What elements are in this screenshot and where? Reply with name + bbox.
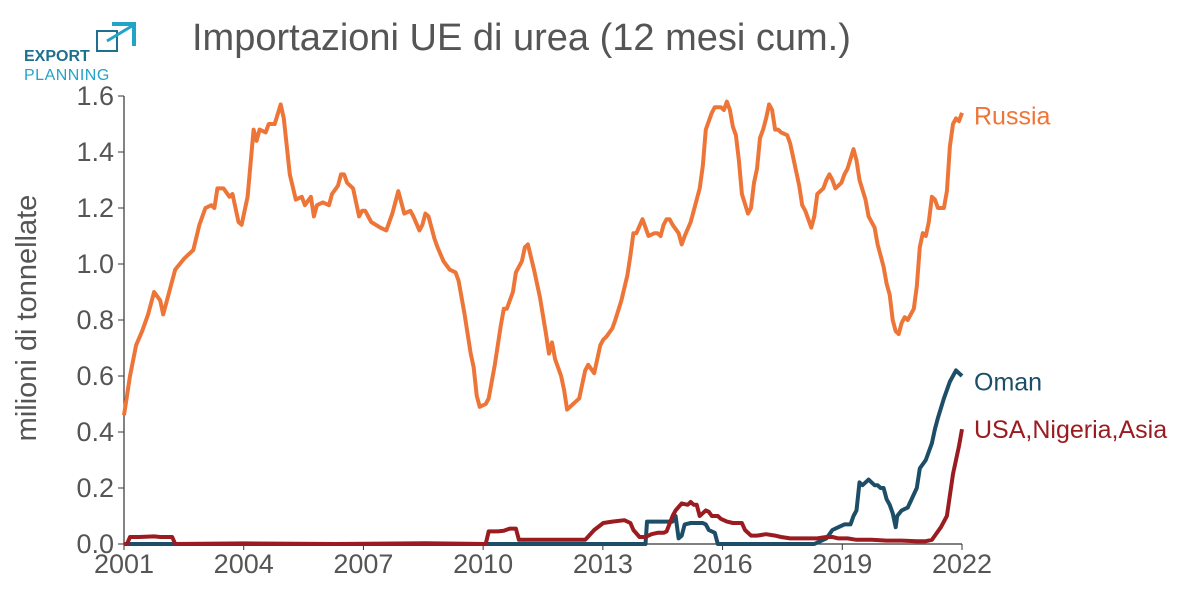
series-line-russia [122,99,964,416]
logo-mark-icon [96,22,136,52]
y-axis-label: milioni di tonnellate [11,195,43,442]
y-tick-label: 0.4 [76,417,114,447]
y-tick-label: 1.2 [76,193,114,223]
series-lines [122,99,964,546]
y-ticks: 0.0 0.2 0.4 0.6 0.8 1.0 1.2 1.4 1.6 [76,81,124,559]
y-tick-label: 1.0 [76,249,114,279]
logo-line2: PLANNING [24,67,110,84]
series-line-usa-nigeria-asia [124,428,964,546]
x-tick-label: 2010 [453,549,513,579]
series-labels: Russia Oman USA,Nigeria,Asia [974,103,1167,445]
x-tick-label: 2013 [573,549,633,579]
y-tick-label: 0.8 [76,305,114,335]
y-tick-label: 1.6 [76,81,114,111]
y-tick-label: 1.4 [76,137,114,167]
chart-title: Importazioni UE di urea (12 mesi cum.) [192,17,851,59]
y-tick-label: 0.0 [76,529,114,559]
x-tick-label: 2019 [812,549,872,579]
logo: EXPORT PLANNING [24,22,136,84]
logo-line1: EXPORT [24,48,90,65]
x-tick-label: 2007 [333,549,393,579]
series-label-russia: Russia [974,103,1051,131]
series-label-usa-nigeria-asia: USA,Nigeria,Asia [974,416,1167,444]
series-line-oman [124,368,964,546]
x-tick-label: 2016 [693,549,753,579]
y-tick-label: 0.6 [76,361,114,391]
x-tick-label: 2004 [214,549,274,579]
series-label-oman: Oman [974,369,1042,397]
x-tick-label: 2001 [94,549,154,579]
y-tick-label: 0.2 [76,473,114,503]
x-ticks: 2001 2004 2007 2010 2013 2016 2019 2022 [94,544,992,579]
x-tick-label: 2022 [932,549,992,579]
